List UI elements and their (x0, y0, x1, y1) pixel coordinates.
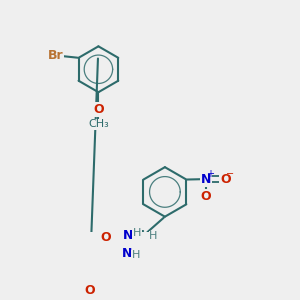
Text: H: H (132, 250, 140, 260)
Text: O: O (220, 172, 231, 186)
Text: N: N (201, 172, 211, 186)
Text: O: O (200, 190, 211, 203)
Text: O: O (93, 103, 104, 116)
Text: H: H (133, 228, 141, 238)
Text: O: O (84, 284, 94, 297)
Text: Br: Br (48, 49, 63, 62)
Text: −: − (226, 169, 234, 179)
Text: +: + (206, 169, 214, 179)
Text: N: N (122, 247, 132, 260)
Text: CH₃: CH₃ (88, 119, 109, 129)
Text: H: H (149, 231, 158, 241)
Text: N: N (123, 229, 134, 242)
Text: O: O (100, 231, 111, 244)
